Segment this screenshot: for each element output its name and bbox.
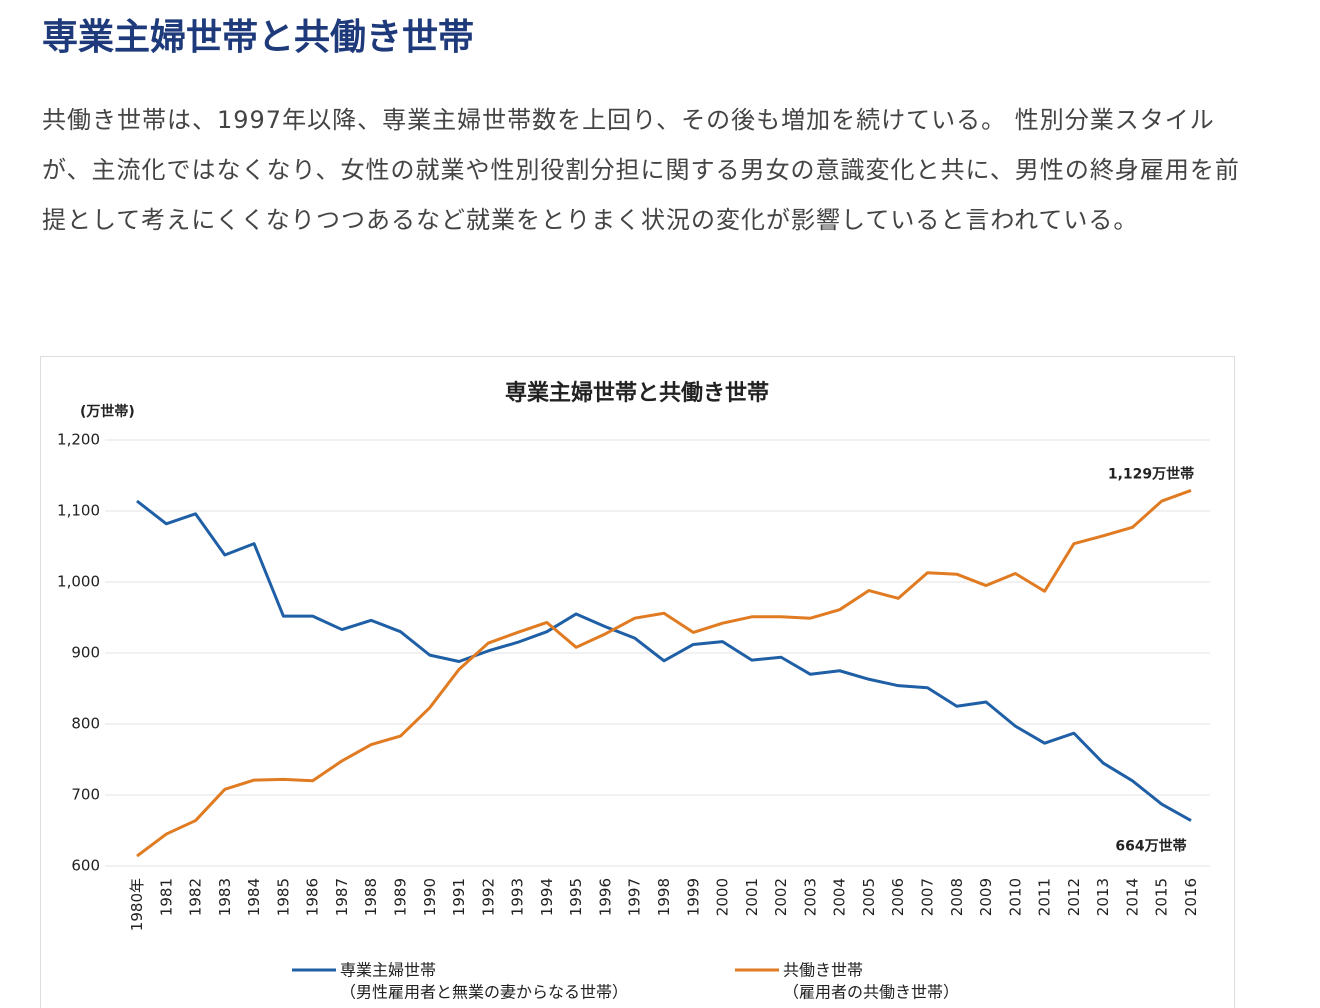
x-tick-label: 1980年 bbox=[128, 878, 146, 931]
x-tick-label: 1983 bbox=[216, 878, 234, 916]
x-tick-label: 1990 bbox=[421, 878, 439, 916]
x-tick-label: 2003 bbox=[801, 878, 819, 916]
legend-note: （雇用者の共働き世帯） bbox=[783, 983, 959, 1002]
x-tick-label: 2002 bbox=[772, 878, 790, 916]
y-tick-label: 1,100 bbox=[57, 502, 100, 520]
x-tick-label: 1982 bbox=[187, 878, 205, 916]
y-tick-label: 700 bbox=[71, 786, 100, 804]
x-tick-label: 2009 bbox=[977, 878, 995, 916]
page-title: 専業主婦世帯と共働き世帯 bbox=[42, 17, 475, 58]
x-tick-label: 1999 bbox=[684, 878, 702, 916]
x-tick-label: 1993 bbox=[509, 878, 527, 916]
chart-frame bbox=[40, 356, 1235, 1008]
chart-title: 専業主婦世帯と共働き世帯 bbox=[505, 380, 769, 406]
y-tick-label: 800 bbox=[71, 715, 100, 733]
x-tick-label: 2011 bbox=[1036, 878, 1054, 916]
x-tick-label: 2012 bbox=[1065, 878, 1083, 916]
x-tick-label: 2000 bbox=[714, 878, 732, 916]
x-tick-label: 2013 bbox=[1094, 878, 1112, 916]
x-tick-label: 1984 bbox=[245, 878, 263, 916]
x-tick-label: 2005 bbox=[860, 878, 878, 916]
x-tick-label: 2016 bbox=[1182, 878, 1200, 916]
legend-note: （男性雇用者と無業の妻からなる世帯） bbox=[340, 983, 628, 1002]
x-tick-label: 1991 bbox=[450, 878, 468, 916]
series-line bbox=[136, 489, 1192, 858]
x-tick-label: 1989 bbox=[392, 878, 410, 916]
x-tick-label: 2015 bbox=[1153, 878, 1171, 916]
y-tick-label: 900 bbox=[71, 644, 100, 662]
y-unit: (万世帯) bbox=[80, 403, 135, 420]
legend-label: 専業主婦世帯 bbox=[340, 961, 436, 980]
x-tick-label: 2006 bbox=[889, 878, 907, 916]
y-tick-label: 600 bbox=[71, 857, 100, 875]
legend-label: 共働き世帯 bbox=[783, 961, 863, 980]
x-tick-label: 1986 bbox=[304, 878, 322, 916]
x-tick-label: 2014 bbox=[1123, 878, 1141, 916]
x-tick-label: 1981 bbox=[157, 878, 175, 916]
end-label: 1,129万世帯 bbox=[1108, 465, 1194, 482]
x-tick-label: 2004 bbox=[831, 878, 849, 916]
x-tick-label: 2008 bbox=[948, 878, 966, 916]
x-tick-label: 2010 bbox=[1006, 878, 1024, 916]
x-tick-label: 1987 bbox=[333, 878, 351, 916]
paragraph: 共働き世帯は、1997年以降、専業主婦世帯数を上回り、その後も増加を続けている。… bbox=[42, 106, 1240, 234]
x-tick-label: 2001 bbox=[743, 878, 761, 916]
x-tick-label: 1992 bbox=[479, 878, 497, 916]
x-tick-label: 1998 bbox=[655, 878, 673, 916]
series-line bbox=[136, 499, 1192, 822]
x-tick-label: 2007 bbox=[919, 878, 937, 916]
end-label: 664万世帯 bbox=[1115, 838, 1186, 855]
x-tick-label: 1995 bbox=[567, 878, 585, 916]
y-tick-label: 1,200 bbox=[57, 431, 100, 449]
y-tick-label: 1,000 bbox=[57, 573, 100, 591]
x-tick-label: 1985 bbox=[274, 878, 292, 916]
x-tick-label: 1997 bbox=[626, 878, 644, 916]
x-tick-label: 1994 bbox=[538, 878, 556, 916]
x-tick-label: 1996 bbox=[596, 878, 614, 916]
x-tick-label: 1988 bbox=[362, 878, 380, 916]
